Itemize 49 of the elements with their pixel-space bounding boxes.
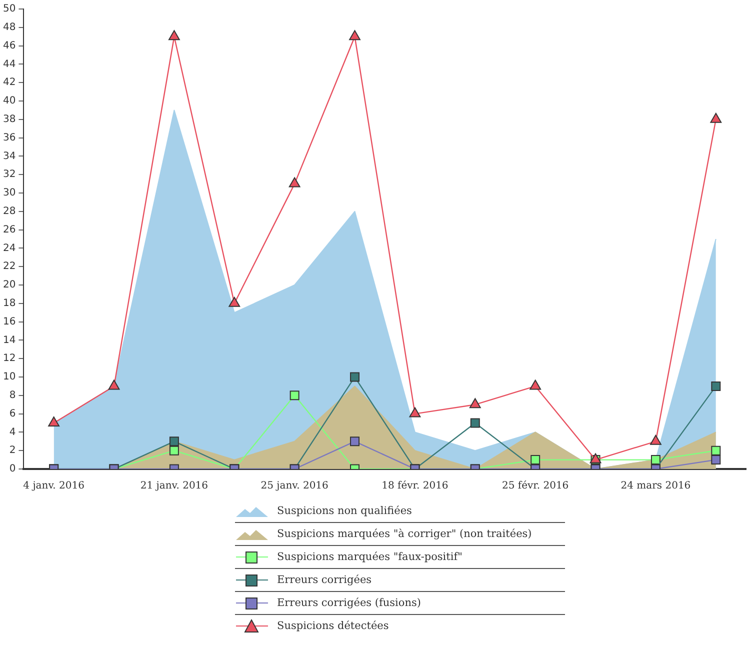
y-tick-label: 14 bbox=[2, 334, 16, 346]
y-tick-label: 16 bbox=[2, 316, 16, 328]
y-tick-label: 40 bbox=[2, 96, 16, 107]
y-tick-label: 6 bbox=[9, 408, 16, 420]
y-tick-label: 34 bbox=[2, 150, 16, 162]
point bbox=[288, 177, 300, 188]
x-tick-label: 25 janv. 2016 bbox=[260, 480, 328, 492]
y-tick-label: 22 bbox=[2, 261, 16, 272]
point bbox=[349, 30, 360, 40]
y-tick-label: 26 bbox=[2, 224, 16, 236]
point bbox=[530, 380, 542, 390]
legend-label: Suspicions détectées bbox=[277, 620, 389, 632]
point bbox=[469, 398, 481, 408]
y-tick-label: 10 bbox=[2, 372, 16, 383]
y-tick-label: 30 bbox=[2, 188, 16, 199]
y-tick-label: 32 bbox=[2, 169, 16, 180]
y-tick-label: 50 bbox=[2, 4, 16, 15]
y-tick-label: 46 bbox=[2, 40, 16, 52]
point bbox=[48, 416, 60, 426]
y-tick-label: 42 bbox=[2, 77, 16, 88]
x-tick-label: 25 févr. 2016 bbox=[502, 480, 569, 492]
legend-label: Suspicions marquées "à corriger" (non traitées) bbox=[277, 528, 532, 540]
y-tick-label: 24 bbox=[2, 242, 16, 254]
legend-label: Suspicions non qualifiées bbox=[277, 505, 412, 517]
point bbox=[710, 112, 722, 123]
point bbox=[228, 296, 240, 307]
point bbox=[108, 380, 120, 390]
y-tick-label: 18 bbox=[2, 298, 16, 309]
legend-label: Erreurs corrigées bbox=[277, 574, 372, 586]
y-tick-label: 2 bbox=[9, 445, 16, 456]
y-tick-label: 48 bbox=[2, 22, 16, 33]
x-tick-label: 21 janv. 2016 bbox=[140, 480, 208, 492]
point bbox=[650, 434, 662, 445]
y-tick-label: 28 bbox=[2, 206, 16, 217]
x-tick-label: 24 mars 2016 bbox=[620, 480, 691, 492]
y-tick-label: 38 bbox=[2, 114, 16, 125]
point bbox=[409, 407, 421, 418]
legend-label: Suspicions marquées "faux-positif" bbox=[277, 551, 462, 563]
x-tick-label: 18 févr. 2016 bbox=[382, 480, 448, 492]
legend-label: Erreurs corrigées (fusions) bbox=[277, 597, 421, 609]
x-tick-label: 4 janv. 2016 bbox=[23, 480, 84, 492]
y-tick-label: 12 bbox=[2, 353, 16, 364]
y-tick-label: 36 bbox=[2, 132, 16, 144]
point bbox=[168, 30, 180, 40]
y-tick-label: 0 bbox=[9, 464, 16, 475]
y-tick-label: 8 bbox=[9, 390, 16, 401]
y-tick-label: 44 bbox=[2, 58, 16, 70]
y-tick-label: 4 bbox=[9, 426, 16, 438]
y-tick-label: 20 bbox=[2, 280, 16, 291]
